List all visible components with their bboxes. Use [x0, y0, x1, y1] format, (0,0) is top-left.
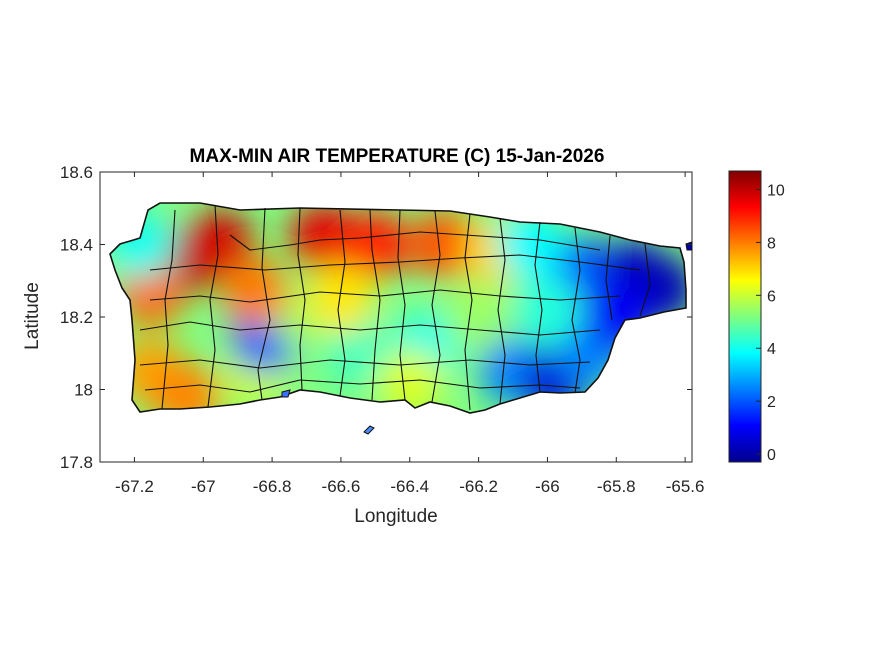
colorbar-tick-label: 4	[767, 341, 776, 358]
islet-east-coast	[685, 241, 693, 251]
y-axis-label: Latitude	[22, 282, 43, 350]
y-tick-label: 18.2	[60, 308, 93, 327]
heat-blob	[496, 210, 565, 279]
heat-blob	[375, 348, 444, 413]
y-tick-label: 17.8	[60, 453, 93, 472]
heat-blob	[410, 210, 479, 279]
x-tick-label: -67.2	[115, 477, 154, 496]
colorbar-ticks: 0 2 4 6 8 10	[756, 183, 785, 464]
heatmap-field	[110, 203, 686, 413]
colorbar	[728, 170, 762, 463]
x-tick-label: -66.2	[459, 477, 498, 496]
y-tick-label: 18.6	[60, 163, 93, 182]
x-tick-label: -66	[535, 477, 560, 496]
x-tick-label: -66.6	[322, 477, 361, 496]
chart-title: MAX-MIN AIR TEMPERATURE (C) 15-Jan-2026	[190, 146, 605, 167]
heat-blob	[186, 210, 255, 279]
heat-blob	[341, 210, 410, 279]
colorbar-tick-label: 8	[767, 235, 776, 252]
colorbar-tick-label: 2	[767, 394, 776, 411]
colorbar-tick-label: 0	[767, 447, 776, 464]
colorbar-tick-label: 6	[767, 288, 776, 305]
heat-blob	[306, 264, 375, 333]
municipality-borders	[139, 204, 651, 411]
islet-caja-de-muertos	[363, 425, 375, 435]
x-tick-label: -65.8	[597, 477, 636, 496]
y-tick-label: 18.4	[60, 236, 93, 255]
coastline	[109, 202, 687, 414]
colorbar-tick-label: 10	[767, 183, 785, 200]
x-tick-label: -65.6	[666, 477, 705, 496]
islet-southwest	[281, 389, 291, 398]
heat-blob	[152, 362, 221, 413]
x-axis: -67.2 -67 -66.8 -66.6 -66.4 -66.2 -66 -65.8 -65.…	[115, 172, 704, 496]
heatmap-blobs	[110, 203, 686, 413]
y-tick-label: 18	[74, 381, 93, 400]
heat-blob	[220, 257, 289, 326]
heat-blob	[444, 283, 513, 351]
x-tick-label: -66.4	[390, 477, 429, 496]
heat-blob	[513, 275, 582, 344]
x-tick-label: -66.8	[253, 477, 292, 496]
x-tick-label: -67	[191, 477, 216, 496]
y-axis: 17.8 18 18.2 18.4 18.6	[60, 163, 692, 472]
x-axis-label: Longitude	[354, 506, 437, 527]
